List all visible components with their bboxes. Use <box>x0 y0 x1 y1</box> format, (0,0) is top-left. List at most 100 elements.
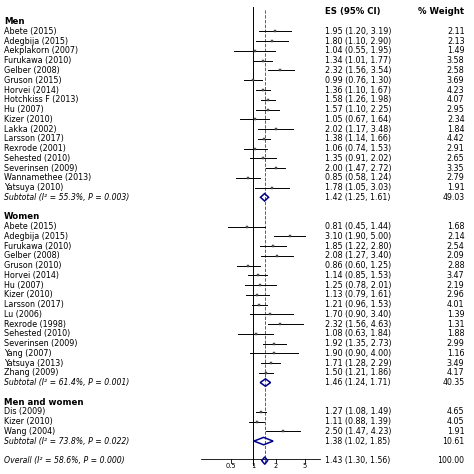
Text: 2.02 (1.17, 3.48): 2.02 (1.17, 3.48) <box>325 125 391 134</box>
Text: Subtotal (I² = 61.4%, P = 0.001): Subtotal (I² = 61.4%, P = 0.001) <box>4 378 129 387</box>
Text: 2.54: 2.54 <box>447 242 465 251</box>
Text: 1.91: 1.91 <box>447 183 465 192</box>
Text: 1.38 (1.14, 1.66): 1.38 (1.14, 1.66) <box>325 134 391 143</box>
Text: 49.03: 49.03 <box>442 193 465 202</box>
Text: 100.00: 100.00 <box>438 456 465 465</box>
Text: 1.08 (0.63, 1.84): 1.08 (0.63, 1.84) <box>325 329 391 338</box>
Text: Furukawa (2010): Furukawa (2010) <box>4 242 71 251</box>
Text: 1.06 (0.74, 1.53): 1.06 (0.74, 1.53) <box>325 144 391 153</box>
Text: Hu (2007): Hu (2007) <box>4 281 44 290</box>
Text: 0.5: 0.5 <box>226 463 237 469</box>
Text: 0.86 (0.60, 1.25): 0.86 (0.60, 1.25) <box>325 261 391 270</box>
Text: Gruson (2010): Gruson (2010) <box>4 261 61 270</box>
Text: Kizer (2010): Kizer (2010) <box>4 417 53 426</box>
Text: Wannamethee (2013): Wannamethee (2013) <box>4 173 91 182</box>
Text: Rexrode (1998): Rexrode (1998) <box>4 319 66 328</box>
Text: 4.17: 4.17 <box>447 368 465 377</box>
Text: 1.46 (1.24, 1.71): 1.46 (1.24, 1.71) <box>325 378 390 387</box>
Text: Rexrode (2001): Rexrode (2001) <box>4 144 66 153</box>
Text: 0.99 (0.76, 1.30): 0.99 (0.76, 1.30) <box>325 76 391 85</box>
Text: % Weight: % Weight <box>419 8 465 17</box>
Text: 2.14: 2.14 <box>447 232 465 241</box>
Text: Zhang (2009): Zhang (2009) <box>4 368 58 377</box>
Text: Women: Women <box>4 212 40 221</box>
Text: 1.78 (1.05, 3.03): 1.78 (1.05, 3.03) <box>325 183 391 192</box>
Text: 1.95 (1.20, 3.19): 1.95 (1.20, 3.19) <box>325 27 391 36</box>
Text: 2.58: 2.58 <box>447 66 465 75</box>
Text: Overall (I² = 58.6%, P = 0.000): Overall (I² = 58.6%, P = 0.000) <box>4 456 124 465</box>
Text: 2.96: 2.96 <box>447 290 465 299</box>
Text: Hotchkiss F (2013): Hotchkiss F (2013) <box>4 95 78 104</box>
Text: Horvei (2014): Horvei (2014) <box>4 271 59 280</box>
Text: 2.09: 2.09 <box>447 251 465 260</box>
Text: 2.32 (1.56, 3.54): 2.32 (1.56, 3.54) <box>325 66 391 75</box>
Text: Adegbija (2015): Adegbija (2015) <box>4 232 68 241</box>
Text: Horvei (2014): Horvei (2014) <box>4 85 59 94</box>
Text: 1.80 (1.10, 2.90): 1.80 (1.10, 2.90) <box>325 37 391 46</box>
Text: 1.31: 1.31 <box>447 319 465 328</box>
Text: Sehested (2010): Sehested (2010) <box>4 329 70 338</box>
Text: 1.58 (1.26, 1.98): 1.58 (1.26, 1.98) <box>325 95 391 104</box>
Text: Hu (2007): Hu (2007) <box>4 105 44 114</box>
Text: 1.21 (0.96, 1.53): 1.21 (0.96, 1.53) <box>325 300 391 309</box>
Text: Larsson (2017): Larsson (2017) <box>4 300 64 309</box>
Text: 1.43 (1.30, 1.56): 1.43 (1.30, 1.56) <box>325 456 390 465</box>
Text: Severinsen (2009): Severinsen (2009) <box>4 339 77 348</box>
Text: 2.08 (1.27, 3.40): 2.08 (1.27, 3.40) <box>325 251 391 260</box>
Text: 3.58: 3.58 <box>447 56 465 65</box>
Text: Furukawa (2010): Furukawa (2010) <box>4 56 71 65</box>
Text: 4.05: 4.05 <box>447 417 465 426</box>
Text: 2.91: 2.91 <box>447 144 465 153</box>
Text: 1.05 (0.67, 1.64): 1.05 (0.67, 1.64) <box>325 115 391 124</box>
Text: Yang (2007): Yang (2007) <box>4 349 51 358</box>
Text: 3.47: 3.47 <box>447 271 465 280</box>
Text: Abete (2015): Abete (2015) <box>4 27 56 36</box>
Text: 1.50 (1.21, 1.86): 1.50 (1.21, 1.86) <box>325 368 391 377</box>
Text: Aekplakorn (2007): Aekplakorn (2007) <box>4 46 78 55</box>
Text: 0.81 (0.45, 1.44): 0.81 (0.45, 1.44) <box>325 222 391 231</box>
Text: 1.85 (1.22, 2.80): 1.85 (1.22, 2.80) <box>325 242 391 251</box>
Text: Gruson (2015): Gruson (2015) <box>4 76 62 85</box>
Text: 1.11 (0.88, 1.39): 1.11 (0.88, 1.39) <box>325 417 391 426</box>
Text: 3.69: 3.69 <box>447 76 465 85</box>
Text: 2: 2 <box>273 463 278 469</box>
Text: 1.16: 1.16 <box>447 349 465 358</box>
Text: 1.42 (1.25, 1.61): 1.42 (1.25, 1.61) <box>325 193 390 202</box>
Text: Gelber (2008): Gelber (2008) <box>4 66 60 75</box>
Text: 1.71 (1.28, 2.29): 1.71 (1.28, 2.29) <box>325 358 392 367</box>
Text: Kizer (2010): Kizer (2010) <box>4 290 53 299</box>
Text: 2.00 (1.47, 2.72): 2.00 (1.47, 2.72) <box>325 164 392 173</box>
Text: 10.61: 10.61 <box>442 437 465 446</box>
Text: 2.65: 2.65 <box>447 154 465 163</box>
Text: 2.32 (1.56, 4.63): 2.32 (1.56, 4.63) <box>325 319 391 328</box>
Text: 3.35: 3.35 <box>447 164 465 173</box>
Text: 1.57 (1.10, 2.25): 1.57 (1.10, 2.25) <box>325 105 392 114</box>
Text: 1: 1 <box>251 463 255 469</box>
Text: Yatsuya (2013): Yatsuya (2013) <box>4 358 63 367</box>
Text: Dis (2009): Dis (2009) <box>4 407 45 416</box>
Text: Lu (2006): Lu (2006) <box>4 310 42 319</box>
Text: 3.49: 3.49 <box>447 358 465 367</box>
Text: Larsson (2017): Larsson (2017) <box>4 134 64 143</box>
Text: Lakka (2002): Lakka (2002) <box>4 125 56 134</box>
Text: 1.68: 1.68 <box>447 222 465 231</box>
Text: 1.35 (0.91, 2.02): 1.35 (0.91, 2.02) <box>325 154 391 163</box>
Text: Subtotal (I² = 55.3%, P = 0.003): Subtotal (I² = 55.3%, P = 0.003) <box>4 193 129 202</box>
Text: 1.91: 1.91 <box>447 427 465 436</box>
Text: 1.13 (0.79, 1.61): 1.13 (0.79, 1.61) <box>325 290 391 299</box>
Text: 4.07: 4.07 <box>447 95 465 104</box>
Text: 2.13: 2.13 <box>447 37 465 46</box>
Text: Adegbija (2015): Adegbija (2015) <box>4 37 68 46</box>
Text: 4.01: 4.01 <box>447 300 465 309</box>
Text: 4.42: 4.42 <box>447 134 465 143</box>
Text: 2.79: 2.79 <box>447 173 465 182</box>
Text: 1.36 (1.10, 1.67): 1.36 (1.10, 1.67) <box>325 85 391 94</box>
Text: 2.11: 2.11 <box>447 27 465 36</box>
Text: Severinsen (2009): Severinsen (2009) <box>4 164 77 173</box>
Text: 2.50 (1.47, 4.23): 2.50 (1.47, 4.23) <box>325 427 391 436</box>
Text: ES (95% CI): ES (95% CI) <box>325 8 380 17</box>
Text: Gelber (2008): Gelber (2008) <box>4 251 60 260</box>
Text: 2.95: 2.95 <box>447 105 465 114</box>
Text: 1.14 (0.85, 1.53): 1.14 (0.85, 1.53) <box>325 271 391 280</box>
Text: 1.39: 1.39 <box>447 310 465 319</box>
